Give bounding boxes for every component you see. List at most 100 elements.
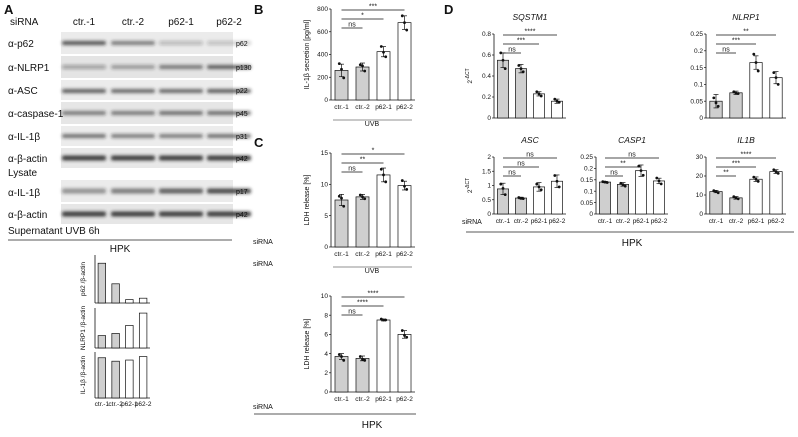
data-point [400,179,404,182]
data-point [358,63,362,67]
y-tick-label: 10 [321,293,329,300]
x-tick-label: ctr.-2 [355,104,370,111]
x-tick-label: p62-2 [396,251,413,258]
y-axis-label: 2-ΔCT [465,68,474,83]
chart-title: ASC [520,135,539,145]
data-point [340,67,343,71]
significance-label: ns [508,170,516,177]
y-axis-label: p62 /β-actin [80,262,87,296]
chart-a-quant-nlrp1: NLRP1 /β-actin [80,306,150,350]
blot-band [111,89,155,93]
bar [709,191,723,215]
bar [533,93,545,119]
data-point [503,67,507,71]
x-tick-label: ctr.-1 [334,104,349,111]
data-point [754,177,758,181]
bar [138,312,148,349]
data-point [521,70,525,74]
significance-label: *** [517,38,525,45]
bar [97,335,107,349]
data-point [641,173,645,177]
y-tick-label: 30 [696,154,704,161]
data-point [621,183,625,187]
data-point [340,355,343,358]
data-point [400,329,404,332]
x-tick-label: p62-2 [768,218,785,225]
bar [599,181,611,215]
data-point [603,180,607,184]
kda-label: p31 [236,134,248,141]
bar [355,196,370,248]
y-tick-label: 0 [699,115,703,122]
data-point [774,76,778,80]
significance-label: ns [610,170,618,177]
blot-lane-label: p62-2 [216,17,242,28]
data-point [774,170,778,174]
bar [376,51,391,101]
chart-title: CASP1 [618,135,646,145]
y-tick-label: 0.15 [580,177,593,184]
bar [111,333,120,349]
chart-c-uvb: 0 5 10 15 LDH release [%] ctr.-1 ctr.-2 p62-1 p6… [304,148,415,258]
data-point [776,171,780,175]
bar [97,262,107,304]
blot-lane-label: p62-1 [168,17,194,28]
data-point [553,174,557,177]
blot-band [159,211,203,217]
data-point [736,92,740,95]
data-point [553,97,557,101]
x-tick-label: ctr.-2 [355,251,370,258]
y-tick-label: 2 [324,370,328,377]
blot-band [159,111,203,115]
blot-band [159,188,203,194]
data-point [379,45,383,48]
blot-band [207,65,251,69]
chart-d-asc: 0 0.5 1 1.5 2 2-ΔCT ASC ctr.-1 ctr.-2 p62-1 p62-2 n… [465,135,566,225]
antibody-label: α-ASC [8,86,38,97]
x-tick-label: p62-2 [396,396,413,403]
bar [769,171,783,215]
significance-label: ** [620,161,626,168]
data-point [657,179,661,183]
kda-label: p42 [236,156,248,163]
blot-band [159,41,203,45]
y-tick-label: 600 [317,29,328,36]
blot-band [62,65,106,69]
blot-band [159,65,203,69]
blot-band [62,211,106,217]
bar [397,22,412,101]
antibody-label: α-IL-1β [8,132,40,143]
blot-band [111,41,155,45]
significance-label: ns [628,152,636,159]
significance-label: ** [723,170,729,177]
blot-cell-label: HPK [110,244,131,255]
blot-band [159,155,203,161]
data-point [405,335,409,339]
data-point [342,76,346,80]
data-point [605,181,609,184]
x-tick-label: p62-2 [651,218,668,225]
significance-label: **** [357,300,368,307]
significance-label: *** [732,38,740,45]
data-point [776,83,780,86]
data-point [403,184,406,188]
y-tick-label: 0.8 [482,31,491,38]
y-tick-label: 0.5 [482,197,491,204]
data-point [557,100,561,104]
data-point [772,168,776,172]
y-tick-label: 0 [324,97,328,104]
bar [515,68,527,119]
blot-sirna-label: siRNA [10,17,39,28]
antibody-label: α-NLRP1 [8,63,50,74]
antibody-label: α-β-actin [8,210,47,221]
panel-letter-c: C [254,135,264,150]
data-point [400,14,404,18]
data-point [382,50,385,54]
y-tick-label: 0.15 [690,65,703,72]
data-point [499,51,503,55]
data-point [384,55,388,59]
data-point [503,193,507,197]
y-axis-label: IL-1β secretion [pg/ml] [304,20,311,89]
significance-label: **** [525,29,536,36]
data-point [714,190,718,193]
